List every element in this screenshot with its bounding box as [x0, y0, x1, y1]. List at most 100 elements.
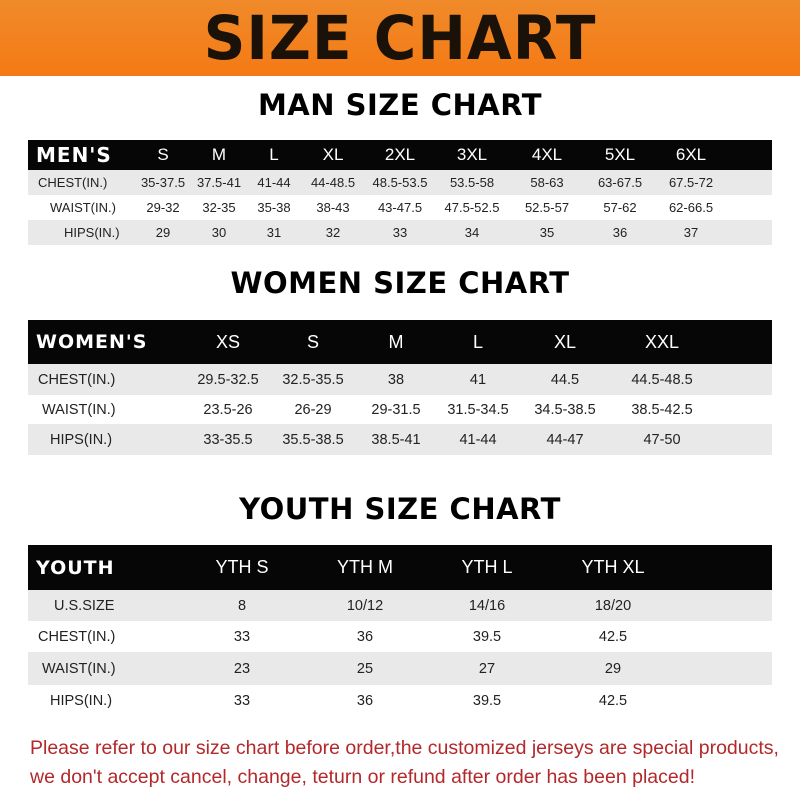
- table-corner-label: WOMEN'S: [36, 331, 148, 353]
- size-header: YTH L: [461, 557, 513, 577]
- table-cell: 8: [237, 597, 247, 614]
- size-header: XS: [215, 331, 241, 352]
- size-header: L: [472, 331, 484, 352]
- table-row: U.S.SIZE 8 10/12 14/16 18/20: [28, 590, 772, 621]
- table-cell: 33: [233, 692, 251, 709]
- table-header-row: WOMEN'S XS S M L XL XXL: [28, 320, 772, 364]
- table-cell: 67.5-72: [668, 175, 714, 190]
- table-cell: 53.5-58: [449, 175, 495, 190]
- table-corner-label: MEN'S: [36, 143, 112, 167]
- row-label: HIPS(IN.): [50, 692, 113, 709]
- table-header-row: MEN'S S M L XL 2XL 3XL 4XL 5XL 6XL: [28, 140, 772, 170]
- table-cell: 29: [604, 660, 622, 677]
- table-cell: 25: [356, 660, 374, 677]
- size-header: 4XL: [531, 145, 563, 164]
- table-cell: 41: [469, 371, 487, 388]
- table-cell: 35.5-38.5: [282, 431, 344, 448]
- table-cell: 29-32: [146, 200, 180, 215]
- table-cell: 44-48.5: [310, 175, 356, 190]
- table-cell: 44.5: [550, 371, 580, 388]
- row-label: CHEST(IN.): [38, 371, 116, 388]
- size-header: M: [388, 331, 404, 352]
- size-header: XL: [322, 145, 344, 164]
- table-corner-label: YOUTH: [36, 556, 115, 579]
- table-row: CHEST(IN.) 33 36 39.5 42.5: [28, 621, 772, 652]
- table-cell: 58-63: [530, 175, 564, 190]
- table-cell: 38: [387, 371, 405, 388]
- table-cell: 23: [233, 660, 251, 677]
- table-cell: 35-37.5: [140, 175, 186, 190]
- table-row: HIPS(IN.) 29 30 31 32 33 34 35 36 37: [28, 220, 772, 245]
- table-cell: 36: [356, 628, 374, 645]
- table-cell: 32: [325, 225, 341, 240]
- size-header: XL: [553, 331, 577, 352]
- size-header: 2XL: [384, 145, 416, 164]
- table-row: HIPS(IN.) 33 36 39.5 42.5: [28, 685, 772, 716]
- table-cell: 18/20: [594, 597, 632, 614]
- table-cell: 36: [356, 692, 374, 709]
- table-cell: 30: [211, 225, 227, 240]
- table-cell: 33: [392, 225, 408, 240]
- youth-title: YOUTH SIZE CHART: [239, 492, 561, 526]
- table-cell: 35-38: [257, 200, 291, 215]
- table-row: CHEST(IN.) 35-37.5 37.5-41 41-44 44-48.5 48.5…: [28, 170, 772, 195]
- table-row: CHEST(IN.) 29.5-32.5 32.5-35.5 38 41 44.5 44.5…: [28, 364, 772, 395]
- table-cell: 37.5-41: [196, 175, 242, 190]
- table-cell: 31.5-34.5: [447, 401, 509, 418]
- table-cell: 29-31.5: [371, 401, 421, 418]
- size-header: XXL: [644, 331, 680, 352]
- size-header: 6XL: [675, 145, 707, 164]
- table-cell: 41-44: [257, 175, 291, 190]
- size-header: YTH XL: [581, 557, 645, 577]
- notice-line-1: Please refer to our size chart before or…: [30, 737, 779, 759]
- table-cell: 34.5-38.5: [534, 401, 596, 418]
- table-cell: 26-29: [294, 401, 332, 418]
- table-cell: 32-35: [202, 200, 236, 215]
- size-header: YTH M: [337, 557, 393, 577]
- table-row: HIPS(IN.) 33-35.5 35.5-38.5 38.5-41 41-44 44-…: [28, 424, 772, 455]
- table-cell: 27: [478, 660, 496, 677]
- table-cell: 29.5-32.5: [197, 371, 259, 388]
- table-cell: 23.5-26: [203, 401, 253, 418]
- table-cell: 44-47: [546, 431, 584, 448]
- table-cell: 48.5-53.5: [372, 175, 428, 190]
- table-cell: 47.5-52.5: [444, 200, 500, 215]
- row-label: WAIST(IN.): [50, 200, 116, 215]
- women-size-table: WOMEN'S XS S M L XL XXL CHEST(IN.) 29.5-32.5 32.5…: [28, 320, 772, 455]
- table-cell: 38.5-41: [371, 431, 421, 448]
- table-cell: 34: [464, 225, 480, 240]
- table-header-row: YOUTH YTH S YTH M YTH L YTH XL: [28, 545, 772, 590]
- size-header: S: [157, 145, 169, 164]
- row-label: U.S.SIZE: [54, 597, 115, 614]
- row-label: WAIST(IN.): [42, 401, 116, 418]
- table-cell: 38.5-42.5: [631, 401, 693, 418]
- table-cell: 57-62: [603, 200, 637, 215]
- size-header: L: [269, 145, 279, 164]
- table-cell: 38-43: [316, 200, 350, 215]
- size-header: YTH S: [215, 557, 269, 577]
- size-header: M: [211, 145, 227, 164]
- table-cell: 63-67.5: [597, 175, 643, 190]
- table-cell: 14/16: [468, 597, 506, 614]
- size-header: S: [306, 331, 320, 352]
- banner-title: SIZE CHART: [203, 2, 597, 74]
- size-header: 5XL: [604, 145, 636, 164]
- row-label: HIPS(IN.): [64, 225, 120, 240]
- table-cell: 29: [155, 225, 171, 240]
- table-cell: 44.5-48.5: [631, 371, 693, 388]
- table-cell: 31: [266, 225, 282, 240]
- men-title: MAN SIZE CHART: [257, 88, 543, 122]
- table-cell: 36: [612, 225, 628, 240]
- table-row: WAIST(IN.) 23.5-26 26-29 29-31.5 31.5-34.5 34…: [28, 395, 772, 424]
- table-cell: 42.5: [598, 692, 628, 709]
- table-cell: 33: [233, 628, 251, 645]
- table-cell: 35: [539, 225, 555, 240]
- table-cell: 43-47.5: [377, 200, 423, 215]
- row-label: WAIST(IN.): [42, 660, 116, 677]
- table-row: WAIST(IN.) 29-32 32-35 35-38 38-43 43-47.5 47.…: [28, 195, 772, 220]
- table-cell: 39.5: [472, 628, 502, 645]
- table-cell: 42.5: [598, 628, 628, 645]
- table-cell: 41-44: [459, 431, 497, 448]
- table-cell: 33-35.5: [203, 431, 253, 448]
- row-label: HIPS(IN.): [50, 431, 113, 448]
